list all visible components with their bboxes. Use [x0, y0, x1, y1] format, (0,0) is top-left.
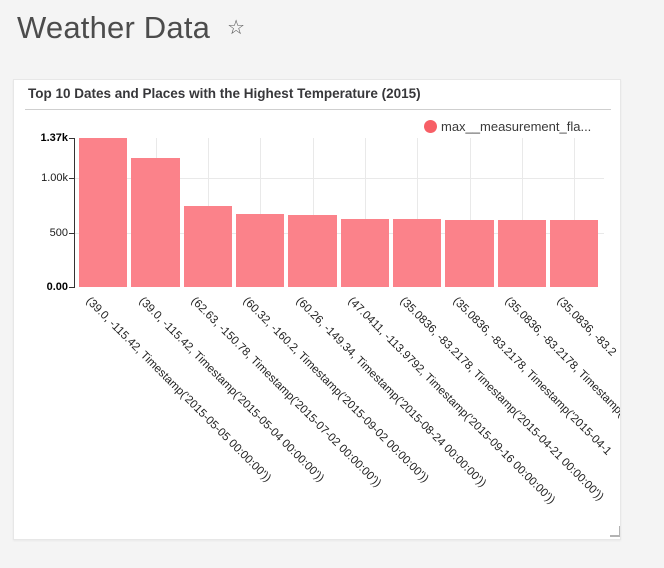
gridline-vertical — [312, 138, 314, 287]
x-tick-label: (60.26, -149.34, Timestamp('2015-08-24 0… — [293, 295, 488, 490]
bar[interactable] — [288, 215, 337, 287]
y-tick-label: 500 — [49, 226, 68, 239]
x-tick-label: (62.63, -150.78, Timestamp('2015-07-02 0… — [188, 295, 384, 490]
y-tick-label: 0.00 — [46, 281, 68, 293]
bar[interactable] — [236, 213, 285, 287]
y-axis-line — [73, 137, 75, 288]
title-divider — [25, 109, 611, 110]
legend-marker-icon — [424, 120, 437, 133]
bar[interactable] — [393, 219, 442, 287]
y-tick-label: 1.37k — [40, 132, 68, 144]
gridline-vertical — [469, 138, 471, 287]
y-axis-tick — [68, 232, 74, 234]
dashboard-header: Weather Data ☆ — [17, 10, 245, 58]
bar[interactable] — [79, 138, 128, 287]
bar-chart-plot: 1.37k 1.00k 500 0.00 (39.0, -115.42, Timesta… — [14, 80, 620, 539]
x-tick-label: (35.0836, -83.2178, Timestamp('2015-04-2… — [397, 295, 607, 504]
y-tick-label: 1.00k — [41, 172, 68, 185]
bar[interactable] — [183, 205, 233, 287]
page-title: Weather Data — [17, 10, 211, 45]
legend-label: max__measurement_fla... — [441, 119, 592, 134]
chart-card: Top 10 Dates and Places with the Highest… — [13, 79, 621, 540]
bar[interactable] — [340, 218, 390, 287]
x-tick-label: (39.0, -115.42, Timestamp('2015-05-04 00… — [136, 295, 326, 485]
gridline-horizontal — [73, 178, 604, 180]
gridline-vertical — [521, 138, 523, 287]
bar[interactable] — [550, 220, 599, 287]
bar[interactable] — [445, 219, 494, 287]
x-tick-label: (60.32, -160.2, Timestamp('2015-09-02 00… — [240, 295, 431, 486]
legend-item[interactable]: max__measurement_fla... — [424, 119, 591, 134]
y-axis-tick — [68, 138, 74, 139]
chart-title: Top 10 Dates and Places with the Highest… — [28, 86, 421, 101]
y-axis-tick — [68, 287, 74, 288]
gridline-vertical — [417, 138, 419, 287]
resize-handle-icon[interactable] — [610, 526, 620, 537]
gridline-vertical — [260, 138, 262, 287]
gridline-horizontal — [73, 232, 604, 234]
gridline-vertical — [364, 138, 366, 287]
star-outline-icon[interactable]: ☆ — [227, 17, 246, 39]
bar[interactable] — [131, 157, 180, 287]
y-axis-tick — [68, 178, 74, 180]
gridline-vertical — [574, 138, 576, 287]
bar[interactable] — [497, 219, 547, 287]
x-tick-label: (39.0, -115.42, Timestamp('2015-05-05 00… — [83, 295, 274, 485]
